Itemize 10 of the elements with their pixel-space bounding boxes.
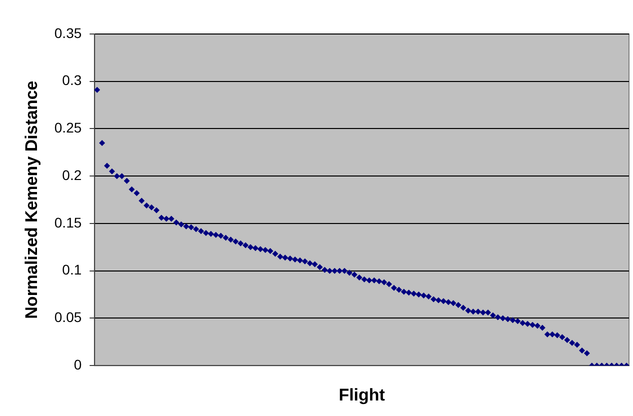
y-tick-label: 0.1 (62, 262, 82, 278)
y-axis-title: Normalized Kemeny Distance (22, 80, 41, 319)
y-tick-label: 0 (74, 356, 82, 372)
x-axis-title: Flight (338, 385, 386, 404)
y-tick-label: 0.05 (54, 309, 82, 326)
y-tick-label: 0.15 (54, 214, 82, 230)
y-tick-label: 0.3 (62, 72, 82, 88)
y-tick-label: 0.35 (54, 24, 82, 41)
y-tick-label: 0.2 (62, 166, 82, 183)
y-tick-label: 0.25 (54, 120, 82, 136)
